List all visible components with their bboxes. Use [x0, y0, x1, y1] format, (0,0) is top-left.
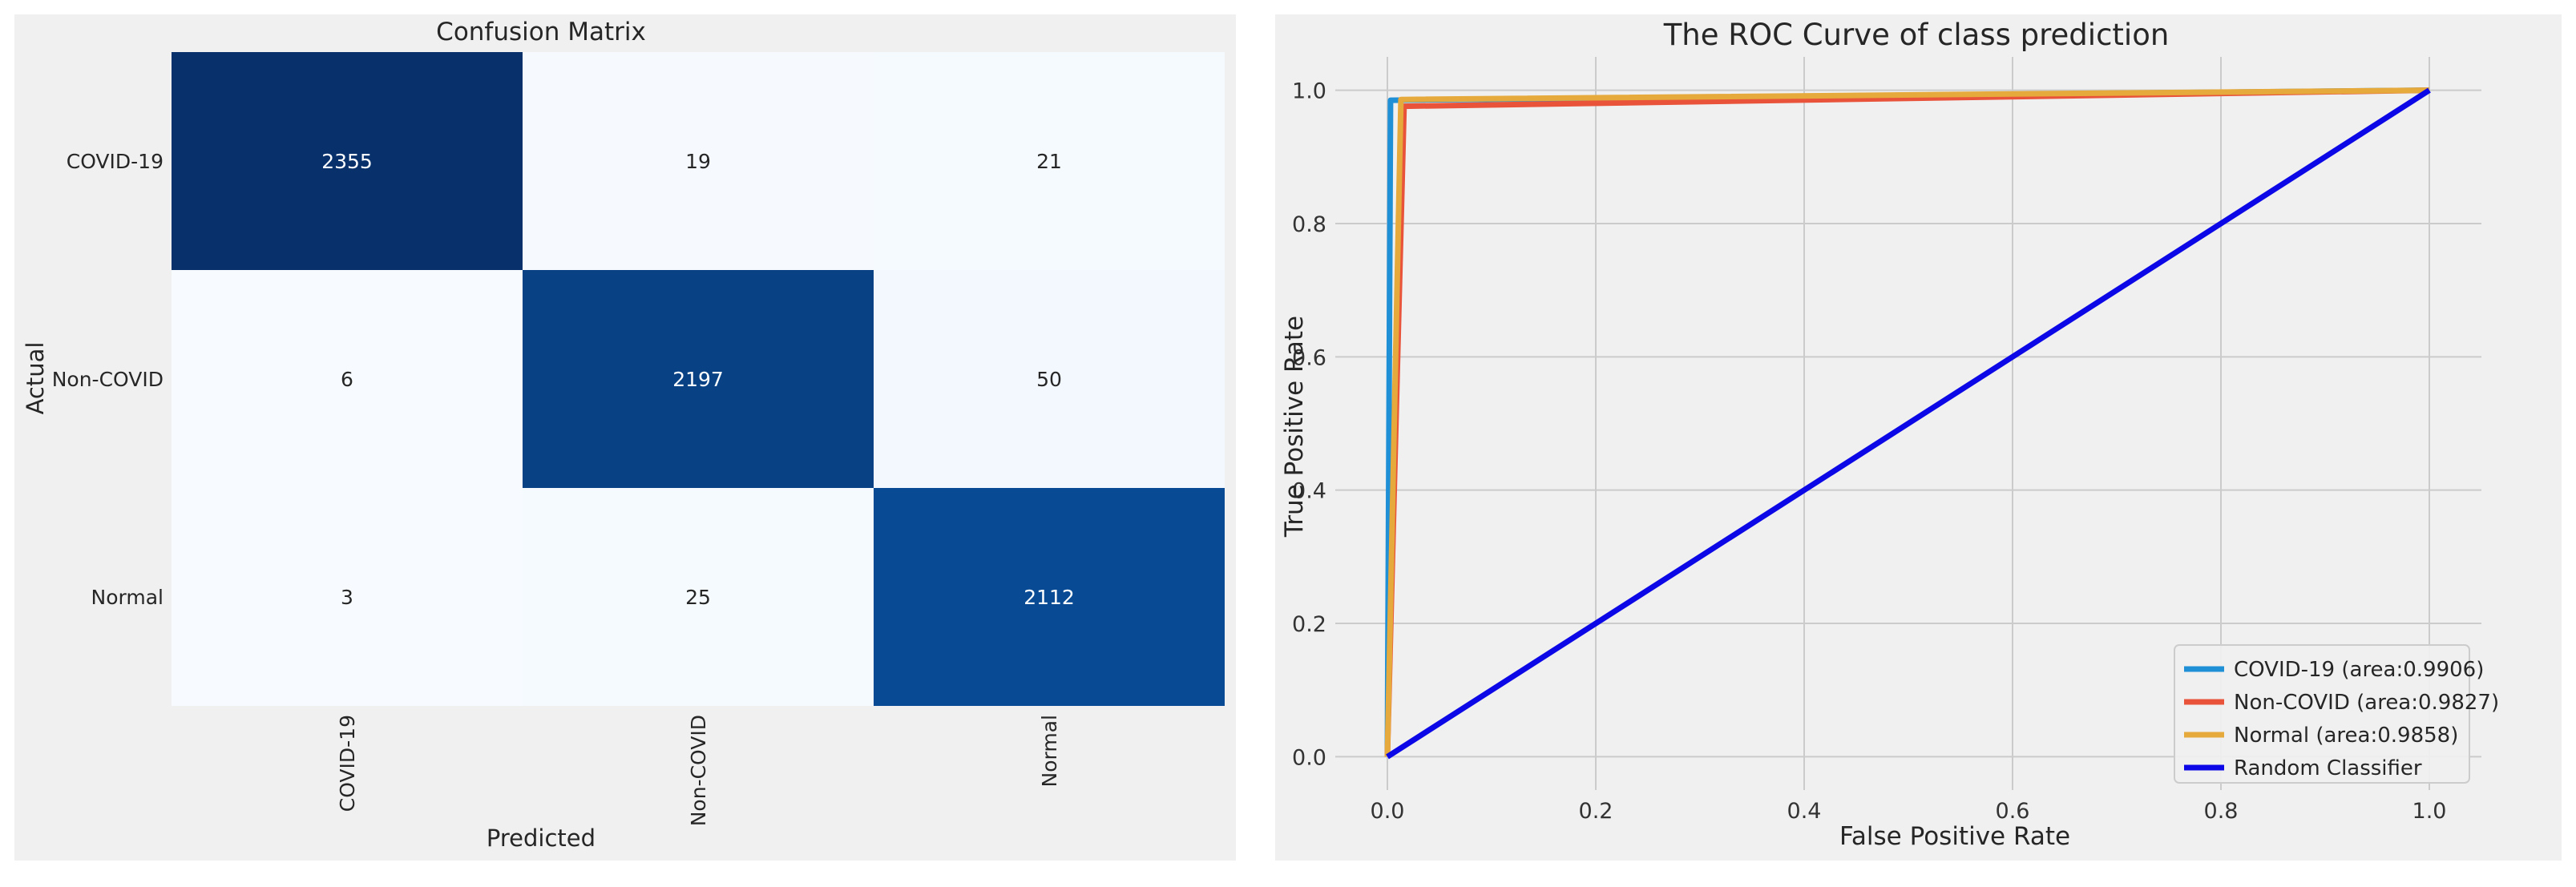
roc-legend-label: Normal (area:0.9858)	[2234, 724, 2458, 748]
roc-x-tick-label: 1.0	[2412, 799, 2447, 824]
cm-cell-value: 6	[341, 368, 353, 391]
cm-cell-covid-19-non-covid	[523, 52, 874, 270]
confusion-matrix-panel: Confusion Matrix 2355 19 21 6 2197 50 3 25 2112 …	[14, 14, 1236, 861]
cm-cell-value: 2355	[321, 150, 373, 173]
roc-y-tick-label: 0.2	[1292, 612, 1326, 637]
roc-x-tick-label: 0.6	[1996, 799, 2030, 824]
cm-title: Confusion Matrix	[436, 18, 646, 46]
roc-line-normal	[1384, 87, 2430, 757]
cm-cell-covid-19-normal	[874, 52, 1225, 270]
roc-x-tick-label: 0.2	[1579, 799, 1613, 824]
cm-cell-covid-19-covid-19	[172, 52, 523, 270]
roc-y-tick-label: 0.4	[1292, 479, 1326, 504]
roc-y-tick-label: 1.0	[1292, 79, 1326, 104]
cm-cell-non-covid-covid-19	[172, 270, 523, 488]
cm-cell-value: 19	[685, 150, 711, 173]
cm-xlabel: Predicted	[487, 825, 596, 852]
cm-col-label: Non-COVID	[687, 715, 710, 826]
cm-cell-value: 50	[1036, 368, 1062, 391]
roc-x-tick-label: 0.8	[2204, 799, 2239, 824]
cm-ylabel: Actual	[22, 342, 49, 415]
roc-curve-panel: The ROC Curve of class prediction 0.0 0.2…	[1275, 14, 2562, 861]
cm-cell-non-covid-non-covid	[523, 270, 874, 488]
cm-cell-value: 2112	[1024, 586, 1075, 609]
roc-curve-chart: The ROC Curve of class prediction 0.0 0.2…	[1280, 18, 2499, 851]
cm-row-label: COVID-19	[67, 150, 164, 173]
cm-cell-value: 3	[341, 586, 353, 609]
roc-xlabel: False Positive Rate	[1839, 822, 2070, 851]
cm-cell-non-covid-normal	[874, 270, 1225, 488]
cm-col-label: COVID-19	[336, 715, 359, 812]
roc-y-tick-label: 0.0	[1292, 745, 1326, 770]
confusion-matrix-chart: Confusion Matrix 2355 19 216 2197 503 25 2112 …	[22, 18, 1225, 852]
cm-cell-value: 25	[685, 586, 711, 609]
roc-y-tick-label: 0.8	[1292, 212, 1326, 237]
cm-cell-normal-normal	[874, 488, 1225, 706]
roc-title: The ROC Curve of class prediction	[1663, 18, 2170, 52]
cm-row-label: Non-COVID	[52, 368, 164, 391]
roc-legend-box	[2174, 644, 2470, 784]
roc-legend-label: COVID-19 (area:0.9906)	[2234, 658, 2484, 682]
roc-ylabel: True Positive Rate	[1280, 316, 1309, 538]
roc-line-random-classifier	[1386, 87, 2431, 760]
cm-cell-value: 21	[1036, 150, 1062, 173]
roc-x-tick-label: 0.0	[1371, 799, 1405, 824]
roc-x-tick-label: 0.4	[1787, 799, 1822, 824]
roc-y-tick-label: 0.6	[1292, 345, 1326, 370]
cm-col-label: Normal	[1038, 715, 1061, 787]
roc-legend-label: Random Classifier	[2234, 756, 2422, 780]
cm-row-label: Normal	[91, 586, 164, 609]
cm-cell-value: 2197	[672, 368, 724, 391]
roc-legend: COVID-19 (area:0.9906) Non-COVID (area:0.…	[2174, 644, 2499, 784]
cm-cell-normal-covid-19	[172, 488, 523, 706]
cm-cell-normal-non-covid	[523, 488, 874, 706]
roc-legend-label: Non-COVID (area:0.9827)	[2234, 691, 2499, 715]
